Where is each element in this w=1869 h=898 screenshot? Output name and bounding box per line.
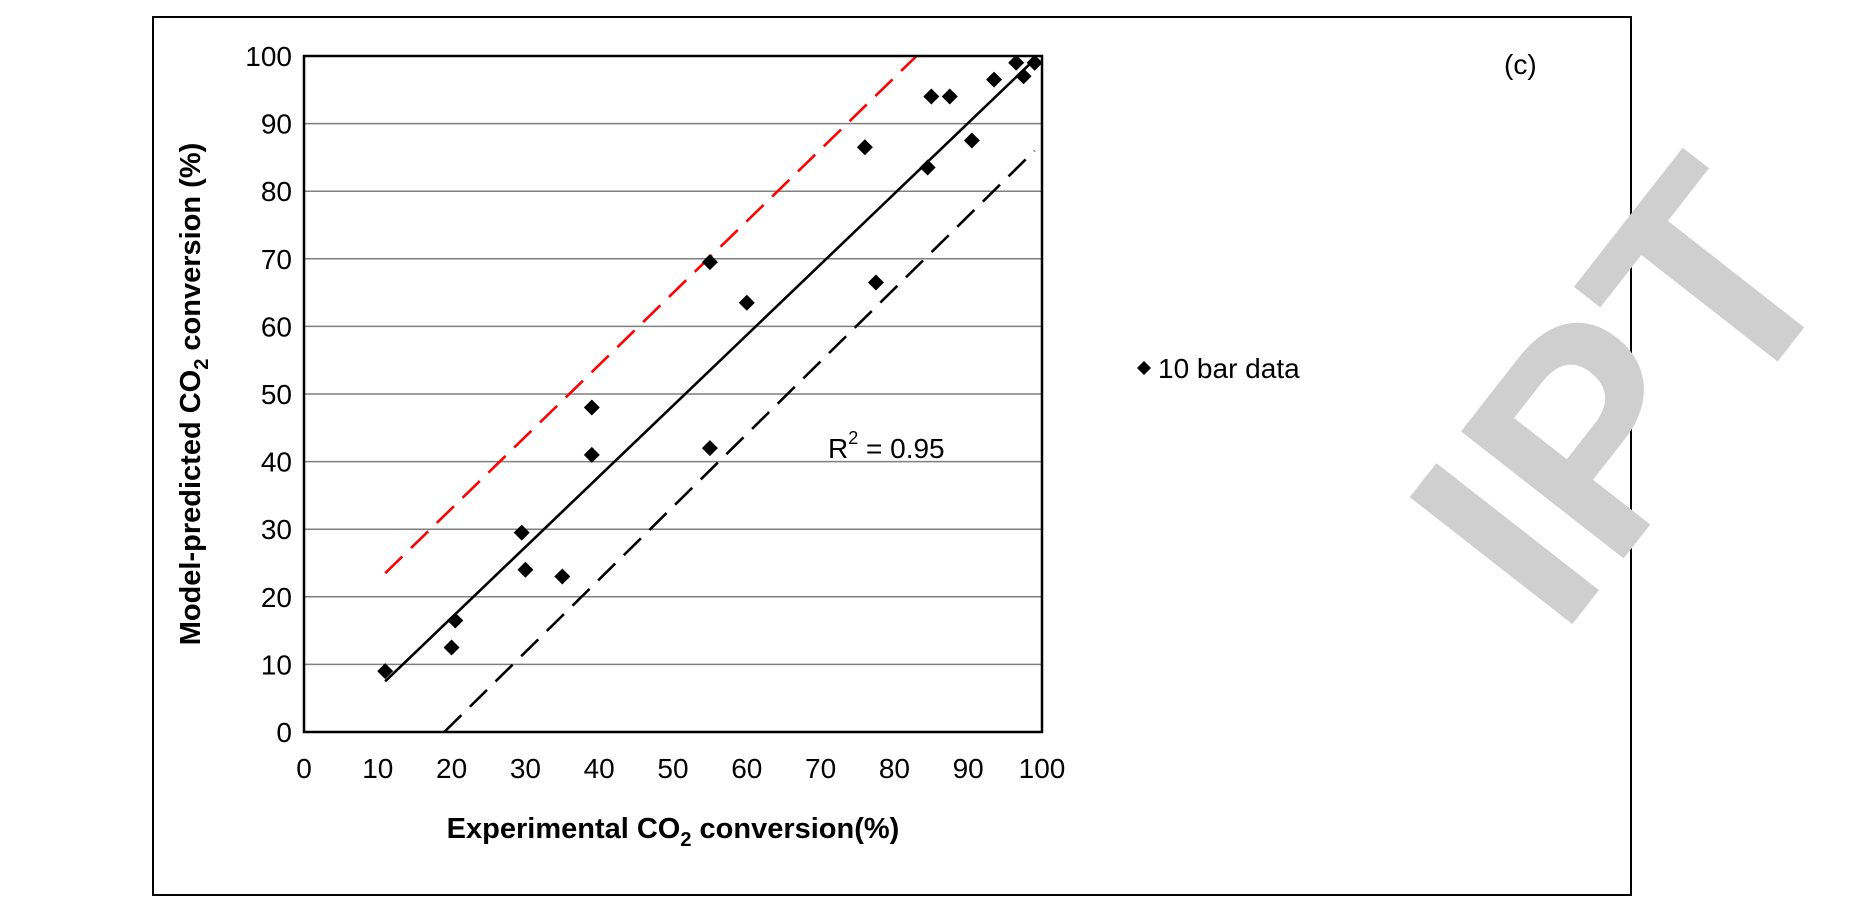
data-points (377, 54, 1043, 680)
y-tick-label: 80 (261, 176, 292, 207)
chart-svg: 0 10 20 30 40 50 60 70 80 90 100 0 10 20 30 40 50 60 70 80 9… (175, 41, 1537, 851)
data-point-marker (867, 274, 884, 291)
y-tick-label: 100 (245, 41, 292, 72)
data-point-marker (443, 639, 460, 656)
y-tick-label: 20 (261, 582, 292, 613)
r-squared-annotation: R2 = 0.95 (828, 428, 945, 464)
x-tick-label: 90 (953, 753, 984, 784)
x-tick-label: 100 (1019, 753, 1066, 784)
x-axis-title-rest: conversion(%) (691, 813, 899, 845)
data-point-marker (986, 71, 1003, 88)
y-tick-label: 90 (261, 109, 292, 140)
tick-labels: 0 10 20 30 40 50 60 70 80 90 100 0 10 20 30 40 50 60 70 80 9… (245, 41, 1065, 784)
legend-label: 10 bar data (1158, 353, 1300, 384)
data-point-marker (919, 159, 936, 176)
legend-marker-diamond-icon (1137, 361, 1151, 375)
r-squared-sup: 2 (848, 428, 858, 448)
data-point-marker (583, 446, 600, 463)
r-squared-base: R (828, 433, 848, 464)
x-tick-label: 0 (296, 753, 312, 784)
data-point-marker (738, 294, 755, 311)
data-point-marker (856, 139, 873, 156)
lower-bound-line (443, 149, 1036, 733)
chart-frame: 0 10 20 30 40 50 60 70 80 90 100 0 10 20 30 40 50 60 70 80 9… (152, 16, 1632, 896)
data-point-marker (583, 399, 600, 416)
y-tick-label: 50 (261, 379, 292, 410)
x-tick-label: 60 (731, 753, 762, 784)
data-point-marker (963, 132, 980, 149)
x-axis-title: Experimental CO2 conversion(%) (447, 813, 900, 851)
x-axis-title-main: Experimental CO (447, 813, 681, 845)
y-axis-title-main: Model-predicted CO (175, 370, 207, 646)
x-tick-label: 80 (879, 753, 910, 784)
fit-line (384, 58, 1036, 683)
x-tick-label: 40 (584, 753, 615, 784)
y-tick-label: 10 (261, 649, 292, 680)
x-tick-label: 30 (510, 753, 541, 784)
x-tick-label: 70 (805, 753, 836, 784)
y-axis-title-rest: conversion (%) (175, 143, 207, 359)
data-point-marker (701, 440, 718, 457)
data-point-marker (923, 88, 940, 105)
x-tick-label: 10 (362, 753, 393, 784)
x-tick-label: 20 (436, 753, 467, 784)
data-point-marker (517, 561, 534, 578)
y-tick-label: 0 (276, 717, 292, 748)
data-point-marker (1026, 54, 1043, 71)
y-tick-label: 30 (261, 514, 292, 545)
upper-bound-line (384, 55, 918, 575)
y-axis-title: Model-predicted CO2 conversion (%) (175, 143, 213, 646)
data-point-marker (377, 663, 394, 680)
data-point-marker (1015, 68, 1032, 85)
y-axis-title-sub: 2 (191, 359, 213, 370)
data-point-marker (513, 524, 530, 541)
y-tick-label: 60 (261, 311, 292, 342)
panel-label: (c) (1504, 49, 1537, 80)
x-axis-title-sub: 2 (680, 829, 691, 851)
data-point-marker (941, 88, 958, 105)
r-squared-value: = 0.95 (858, 433, 944, 464)
y-tick-label: 40 (261, 447, 292, 478)
data-point-marker (701, 254, 718, 271)
plot-area-border (302, 54, 1044, 734)
data-point-marker (1008, 54, 1025, 71)
y-tick-label: 70 (261, 244, 292, 275)
legend: 10 bar data (1137, 353, 1300, 384)
data-point-marker (447, 612, 464, 629)
data-point-marker (554, 568, 571, 585)
x-tick-label: 50 (657, 753, 688, 784)
